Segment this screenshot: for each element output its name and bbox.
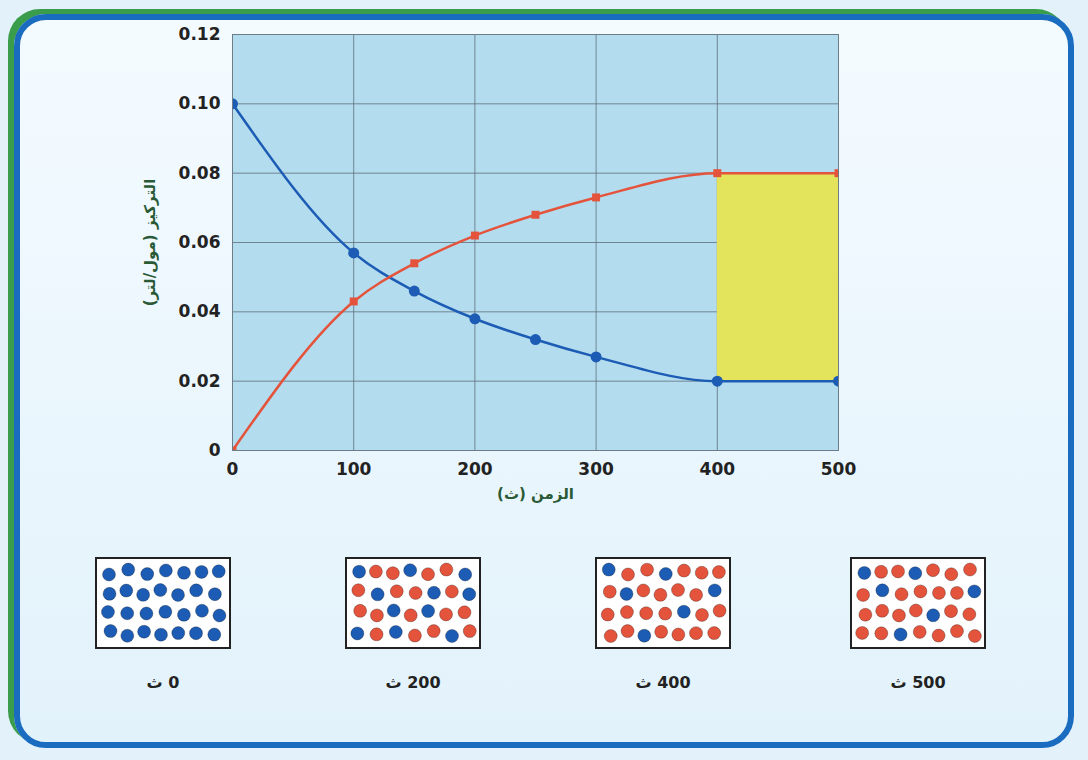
- svg-text:0.02: 0.02: [179, 371, 221, 391]
- svg-text:500: 500: [821, 459, 857, 479]
- svg-text:400: 400: [700, 459, 736, 479]
- svg-text:0.04: 0.04: [179, 301, 221, 321]
- html-text:0 ث: 0 ث: [146, 673, 180, 692]
- html-text:200 ث: 200 ث: [385, 673, 441, 692]
- svg-text:0: 0: [209, 440, 221, 460]
- svg-text:100: 100: [336, 459, 372, 479]
- svg-text:0.08: 0.08: [179, 163, 221, 183]
- svg-text:300: 300: [578, 459, 614, 479]
- svg-text:0.06: 0.06: [179, 232, 221, 252]
- svg-text:200: 200: [457, 459, 493, 479]
- html-text:400 ث: 400 ث: [635, 673, 691, 692]
- html-text:500 ث: 500 ث: [890, 673, 946, 692]
- svg-text:الزمن (ث): الزمن (ث): [497, 485, 574, 503]
- svg-text:0.12: 0.12: [179, 24, 221, 44]
- svg-text:التركيز (مول/لتر): التركيز (مول/لتر): [141, 179, 159, 307]
- svg-text:0: 0: [227, 459, 239, 479]
- svg-text:0.10: 0.10: [179, 93, 221, 113]
